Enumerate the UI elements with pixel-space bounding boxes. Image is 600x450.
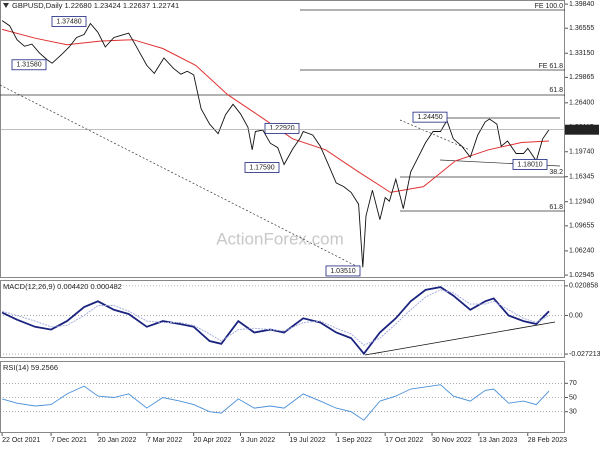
y-tick-label: 1.06240 [569,248,594,255]
y-tick-label: -0.027213 [569,351,600,358]
fib-label: FE 100.0 [535,3,564,10]
last-price-label: 1.22741 [568,127,593,134]
y-tick-label: 1.19740 [569,149,594,156]
trendline [399,119,471,151]
last-price-box [565,124,599,135]
y-tick-label: 1.36555 [569,25,594,32]
y-tick-label: 1.39840 [569,1,594,8]
y-tick-label: 1.09655 [569,223,594,230]
x-tick-label: 7 Mar 2022 [147,437,183,444]
y-tick-label: 1.16345 [569,174,594,181]
price-label-box [264,122,300,134]
price-label: 1.31580 [16,62,41,69]
x-tick-label: 30 Nov 2022 [432,437,472,444]
signal-line [1,289,550,346]
fib-label: 61.8 [549,204,563,211]
price-label: 1.24450 [417,114,442,121]
x-tick-label: 7 Dec 2021 [51,437,87,444]
price-label: 1.22920 [269,125,294,132]
y-tick-label: 70 [569,380,577,387]
fib-label: FE 61.8 [538,63,563,70]
y-tick-label: 1.26400 [569,100,594,107]
macd-line [1,286,550,356]
price-label-box [412,111,448,123]
price-label: 1.17590 [249,164,274,171]
x-tick-label: 28 Feb 2023 [528,437,567,444]
price-label-box [11,59,47,71]
price-label-box [325,265,361,277]
y-tick-label: 0.020858 [569,283,598,290]
price-panel [0,0,565,278]
rsi-line [1,384,550,421]
y-tick-label: 1.29865 [569,74,594,81]
fib-label: 61.8 [549,87,563,94]
price-label: 1.18010 [517,161,542,168]
price-label: 1.03510 [330,268,355,275]
watermark: ActionForex.com [216,229,344,248]
price-label-box [244,162,280,173]
trendline [0,84,361,269]
y-tick-label: 0.00 [569,312,583,319]
rsi-panel [0,361,565,433]
price-label-box [512,159,548,170]
fib-label: 38.2 [549,169,563,176]
y-tick-label: 1.33150 [569,50,594,57]
rsi-title: RSI(14) 59.2566 [3,363,58,372]
macd-panel [0,280,565,358]
price-label-box [51,16,87,27]
chart-title: GBPUSD,Daily 1.22680 1.23424 1.22637 1.2… [12,1,179,10]
macd-title: MACD(12,26,9) 0.004420 0.000482 [3,282,122,291]
y-tick-label: 50 [569,394,577,401]
x-tick-label: 3 Jun 2022 [240,437,275,444]
y-tick-label: 30 [569,409,577,416]
x-tick-label: 22 Oct 2021 [2,437,40,444]
price-line [1,20,550,268]
x-tick-label: 20 Apr 2022 [194,437,232,444]
x-tick-label: 17 Oct 2022 [385,437,423,444]
x-tick-label: 20 Jan 2022 [98,437,137,444]
price-label: 1.37480 [56,18,81,25]
y-tick-label: 1.02945 [569,272,594,279]
y-tick-label: 1.12940 [569,199,594,206]
x-tick-label: 13 Jan 2023 [479,437,518,444]
title-icon [3,3,9,8]
x-tick-label: 1 Sep 2022 [336,437,372,444]
x-tick-label: 19 Jul 2022 [289,437,325,444]
macd-trendline [364,321,556,356]
